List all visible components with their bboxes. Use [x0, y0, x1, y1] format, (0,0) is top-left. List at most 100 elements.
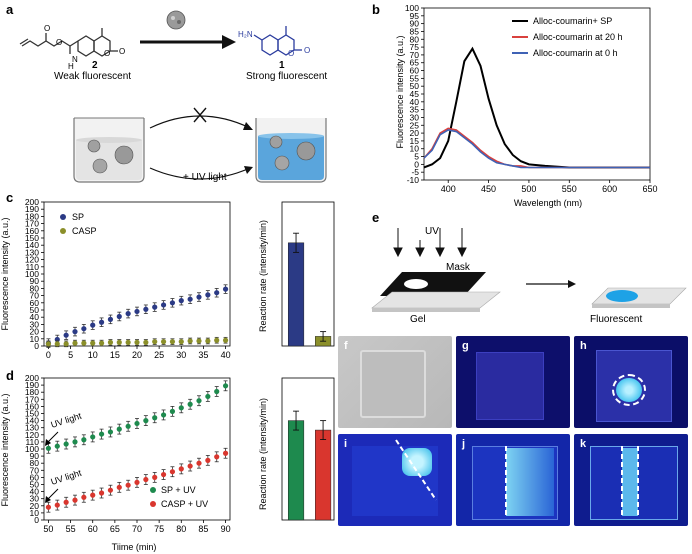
data-point-0: [107, 429, 114, 435]
x-tick-label: 10: [88, 350, 98, 360]
data-point-0: [107, 316, 114, 322]
data-point-1: [152, 474, 158, 480]
x-tick-label: 20: [132, 350, 142, 360]
y-tick-label: 50: [30, 305, 40, 315]
y-tick-label: -10: [407, 175, 420, 185]
x-tick-label: 70: [132, 524, 142, 534]
compound-2-number: 2: [92, 60, 98, 71]
data-point-1: [98, 340, 105, 346]
data-point-0: [222, 383, 229, 389]
series-line-0: [423, 46, 650, 169]
y-tick-label: 110: [25, 262, 39, 272]
panel-b-label: b: [372, 2, 380, 17]
data-point-0: [116, 313, 122, 320]
y-tick-label: 55: [410, 73, 420, 83]
x-tick-label: 500: [521, 184, 536, 194]
particle: [274, 155, 290, 171]
uv-arrow-head-casp: [45, 496, 51, 503]
legend-sp: Alloc-coumarin+ SP: [533, 16, 612, 26]
beaker-right: [255, 118, 327, 183]
uv-arrows: [393, 228, 467, 258]
x-tick-label: 15: [110, 350, 120, 360]
fluorescent-label: Fluorescent: [590, 314, 643, 325]
chart-d-bar-plot: [281, 377, 335, 521]
data-point-0: [196, 294, 202, 300]
gel-slab: [371, 291, 501, 309]
compound-1-caption: Strong fluorescent: [246, 71, 328, 82]
fluorescent-stripe: [622, 448, 638, 516]
data-point-1: [196, 338, 202, 344]
x-tick-label: 50: [43, 524, 53, 534]
reaction-arrow-head: [222, 35, 236, 49]
data-point-0: [90, 322, 96, 328]
photo-tag: j: [462, 438, 466, 450]
data-point-0: [72, 329, 78, 335]
data-point-0: [63, 441, 69, 447]
y-tick-label: 150: [25, 409, 39, 419]
dashed-line: [505, 446, 507, 518]
data-point-1: [134, 479, 140, 485]
data-point-0: [222, 286, 229, 292]
data-point-0: [72, 439, 78, 445]
x-tick-label: 30: [176, 350, 186, 360]
ring-o-product: O: [288, 49, 294, 58]
data-point-1: [222, 337, 229, 343]
y-tick-label: 10: [30, 334, 40, 344]
y-tick-label: 70: [30, 291, 40, 301]
uv-reaction-arrow-head: [244, 166, 253, 174]
data-point-1: [90, 340, 96, 346]
y-tick-label: 95: [410, 11, 420, 21]
y-tick-label: 40: [30, 312, 40, 322]
data-point-0: [125, 423, 131, 429]
dashed-circle-outline: [612, 374, 646, 406]
data-point-1: [98, 490, 105, 496]
chart-d-legend: SP + UV CASP + UV: [150, 485, 208, 509]
y-tick-label: 180: [25, 387, 39, 397]
particle: [114, 145, 134, 165]
fluorescent-region: [506, 448, 554, 516]
y-tick-label: 140: [25, 416, 39, 426]
y-tick-label: 100: [25, 269, 39, 279]
gel-label: Gel: [410, 314, 426, 325]
data-point-1: [187, 463, 193, 469]
y-tick-label: 200: [25, 373, 39, 383]
chart-c-legend: SP CASP: [60, 212, 97, 236]
nanoparticle-pore: [177, 20, 181, 24]
x-tick-label: 55: [66, 524, 76, 534]
y-tick-label: 40: [30, 487, 40, 497]
y-tick-label: 70: [30, 465, 40, 475]
x-tick-label: 0: [46, 350, 51, 360]
ring-o: O: [104, 49, 110, 58]
data-point-1: [90, 492, 96, 498]
panel-d-label: d: [6, 368, 14, 383]
data-point-1: [205, 457, 211, 463]
data-point-1: [160, 471, 167, 478]
legend-0h: Alloc-coumarin at 0 h: [533, 48, 618, 58]
y-tick-label: 130: [25, 247, 39, 257]
fluorescent-region: [402, 448, 432, 476]
legend-marker-casp-uv: [150, 501, 156, 507]
chart-b: Fluorescence intensity (a.u.) Wavelength…: [395, 3, 658, 208]
data-point-0: [152, 304, 158, 310]
y-tick-label: -5: [411, 167, 419, 177]
chart-c-bar: Reaction rate (intensity/min): [258, 201, 335, 347]
lactone-o-product: O: [304, 46, 310, 55]
legend-marker-sp: [60, 214, 66, 220]
data-point-1: [169, 339, 176, 345]
legend-casp: CASP: [72, 226, 97, 236]
uv-arrow-sp: [46, 431, 59, 444]
photo-tag: h: [580, 340, 587, 352]
y-tick-label: 190: [25, 380, 39, 390]
x-tick-label: 400: [441, 184, 456, 194]
photo-k: k: [574, 434, 688, 526]
chart-d-bar: Reaction rate (intensity/min): [258, 377, 335, 521]
data-point-1: [107, 339, 114, 345]
y-tick-label: 80: [30, 458, 40, 468]
data-point-0: [160, 412, 167, 418]
compound-2-caption: Weak fluorescent: [54, 71, 132, 82]
chart-b-ylabel: Fluorescence intensity (a.u.): [395, 35, 405, 148]
data-point-1: [72, 340, 78, 346]
panel-e-scheme: UV Mask: [371, 226, 687, 312]
fluorescent-gel-side: [592, 304, 670, 308]
bar-frame: [281, 201, 335, 347]
